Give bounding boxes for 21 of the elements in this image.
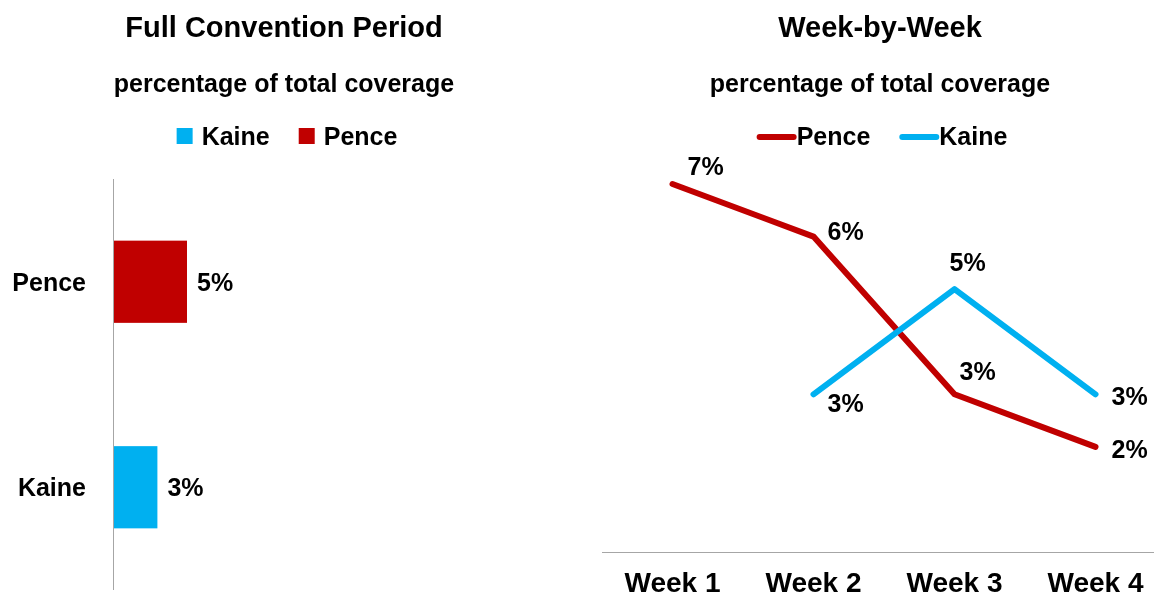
x-tick-label: Week 4 [1047, 567, 1144, 594]
text: percentage of total coverage [113, 69, 455, 97]
legend-label: Kaine [201, 122, 270, 150]
data-label: 5% [197, 267, 234, 296]
data-label: 3% [827, 389, 864, 418]
chart-title: Week-by-Week [778, 11, 983, 43]
data-label: 3% [167, 473, 204, 502]
data-label: 6% [827, 216, 864, 245]
data-label: 2% [1111, 434, 1148, 463]
data-label: 5% [949, 248, 986, 277]
chart-subtitle: percentage of total coverage [709, 69, 1051, 97]
data-label: 7% [687, 152, 724, 180]
legend-label: Pence [323, 122, 398, 150]
data-label: 3% [1111, 382, 1148, 411]
data-label: 3% [959, 357, 996, 386]
x-tick-label: Week 2 [765, 567, 862, 594]
x-tick-label: Week 1 [624, 567, 721, 594]
text: Full Convention Period [125, 11, 443, 43]
legend-label: Pence [796, 122, 871, 150]
legend-label: Kaine [939, 122, 1008, 150]
x-tick-label: Week 3 [906, 567, 1003, 594]
